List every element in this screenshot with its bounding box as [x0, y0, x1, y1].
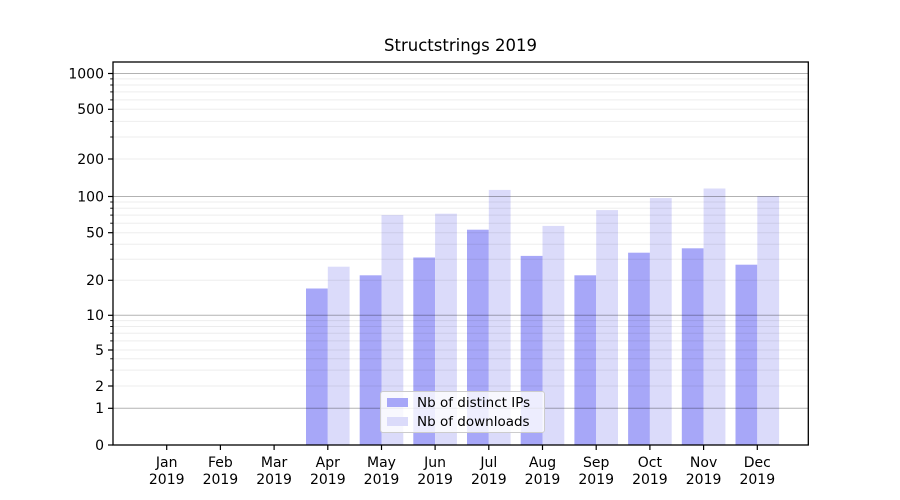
x-tick-label-month: Jul [479, 455, 497, 471]
bar-nb-of-distinct-ips-may-2019 [359, 275, 382, 445]
x-tick-label-year: 2019 [203, 472, 239, 488]
bar-nb-of-downloads-jul-2019 [488, 189, 511, 445]
x-tick-label-month: Oct [638, 455, 663, 471]
y-tick-label: 1 [95, 401, 104, 417]
x-tick-label-year: 2019 [310, 472, 346, 488]
legend-label-downloads: Nb of downloads [417, 413, 530, 430]
chart-title: Structstrings 2019 [384, 36, 537, 55]
bar-nb-of-downloads-dec-2019 [757, 196, 780, 445]
bar-nb-of-downloads-oct-2019 [649, 198, 672, 445]
x-tick-label-month: Sep [583, 455, 610, 471]
x-tick-label-year: 2019 [417, 472, 453, 488]
x-tick-label-month: Dec [744, 455, 771, 471]
x-tick-label-month: Jan [155, 455, 178, 471]
bar-nb-of-downloads-aug-2019 [542, 225, 565, 445]
x-tick-label-year: 2019 [686, 472, 722, 488]
bar-nb-of-distinct-ips-dec-2019 [735, 264, 758, 445]
x-tick-label-month: Mar [261, 455, 288, 471]
y-tick-label: 50 [86, 226, 104, 242]
y-tick-label: 0 [95, 438, 104, 454]
x-tick-label-year: 2019 [632, 472, 668, 488]
bar-nb-of-distinct-ips-oct-2019 [628, 252, 650, 445]
legend-swatch-downloads-icon [387, 417, 408, 426]
x-tick-label-year: 2019 [525, 472, 561, 488]
bar-nb-of-distinct-ips-nov-2019 [681, 248, 704, 445]
x-tick-label-month: Feb [208, 455, 233, 471]
y-tick-label: 100 [77, 189, 104, 205]
x-tick-label-month: Apr [316, 455, 340, 471]
x-tick-label-year: 2019 [578, 472, 614, 488]
bar-nb-of-distinct-ips-sep-2019 [574, 275, 597, 445]
x-tick-label-year: 2019 [149, 472, 185, 488]
bar-nb-of-downloads-jun-2019 [435, 213, 457, 445]
y-tick-label: 200 [77, 152, 104, 168]
y-tick-label: 10 [86, 308, 104, 324]
x-tick-label-year: 2019 [471, 472, 507, 488]
plot-border [112, 61, 809, 446]
bar-nb-of-downloads-nov-2019 [703, 188, 726, 445]
x-tick-label-year: 2019 [256, 472, 292, 488]
legend: Nb of distinct IPs Nb of downloads [380, 391, 545, 433]
x-tick-label-month: Jun [423, 455, 446, 471]
y-tick-label: 2 [95, 379, 104, 395]
x-tick-label-month: Nov [690, 455, 717, 471]
y-tick-label: 20 [86, 273, 104, 289]
legend-row-distinct-ips: Nb of distinct IPs [387, 395, 538, 411]
legend-swatch-distinct-ips-icon [387, 398, 408, 407]
y-tick-label: 500 [77, 102, 104, 118]
bar-nb-of-distinct-ips-apr-2019 [306, 288, 328, 445]
x-tick-label-month: May [367, 455, 396, 471]
y-tick-label: 5 [95, 343, 104, 359]
x-tick-label-month: Aug [529, 455, 556, 471]
y-tick-label: 1000 [68, 66, 104, 82]
bar-nb-of-downloads-apr-2019 [327, 266, 350, 445]
bar-nb-of-downloads-may-2019 [381, 215, 404, 445]
legend-label-distinct-ips: Nb of distinct IPs [417, 394, 531, 411]
x-tick-label-year: 2019 [739, 472, 775, 488]
x-tick-label-year: 2019 [364, 472, 400, 488]
bar-nb-of-downloads-sep-2019 [596, 210, 618, 445]
legend-row-downloads: Nb of downloads [387, 414, 538, 430]
